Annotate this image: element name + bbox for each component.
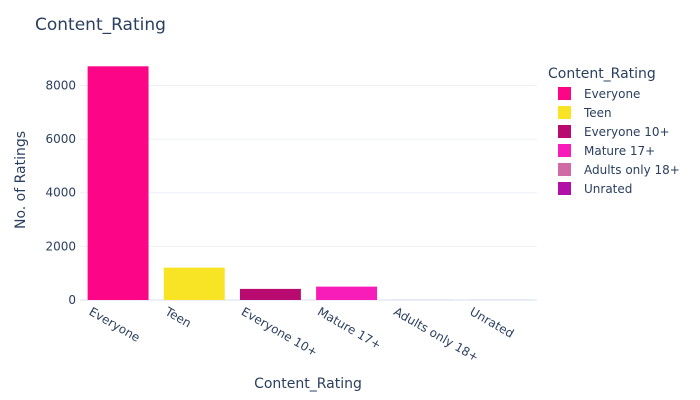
legend-label-adults-only-18-[interactable]: Adults only 18+ xyxy=(584,163,680,177)
legend-label-unrated[interactable]: Unrated xyxy=(584,182,632,196)
x-tick-label-adults-only-18-: Adults only 18+ xyxy=(391,304,481,364)
bars-layer xyxy=(87,66,530,300)
legend-swatch-everyone[interactable] xyxy=(558,87,571,100)
bar-mature-17-[interactable] xyxy=(316,286,378,300)
legend-title: Content_Rating xyxy=(548,66,656,82)
y-tick-label-2000: 2000 xyxy=(45,239,76,253)
legend-label-everyone[interactable]: Everyone xyxy=(584,87,640,101)
y-tick-label-4000: 4000 xyxy=(45,186,76,200)
y-tick-labels: 0 2000 4000 6000 8000 xyxy=(45,78,76,307)
legend-label-mature-17-[interactable]: Mature 17+ xyxy=(584,144,655,158)
y-tick-label-0: 0 xyxy=(68,293,76,307)
x-tick-labels: Everyone Teen Everyone 10+Mature 17+ Adults… xyxy=(87,304,517,365)
legend-label-teen[interactable]: Teen xyxy=(583,106,612,120)
x-axis-title: Content_Rating xyxy=(254,376,362,392)
legend-label-everyone-10-[interactable]: Everyone 10+ xyxy=(584,125,670,139)
chart-title: Content_Rating xyxy=(35,15,166,35)
y-tick-label-8000: 8000 xyxy=(45,78,76,92)
legend-swatch-adults-only-18-[interactable] xyxy=(558,163,571,176)
grid-layer xyxy=(80,84,537,301)
x-tick-label-everyone: Everyone xyxy=(87,304,143,344)
bar-teen[interactable] xyxy=(163,267,225,300)
legend-swatch-everyone-10-[interactable] xyxy=(558,125,571,138)
legend: Everyone Teen Everyone 10+ Mature 17+ Adults… xyxy=(558,87,680,196)
legend-swatch-teen[interactable] xyxy=(558,106,571,119)
x-tick-label-unrated: Unrated xyxy=(467,304,516,340)
x-tick-label-teen: Teen xyxy=(162,304,194,330)
legend-swatch-unrated[interactable] xyxy=(558,182,571,195)
y-axis-title: No. of Ratings xyxy=(13,131,29,229)
bar-everyone[interactable] xyxy=(87,66,149,300)
y-tick-label-6000: 6000 xyxy=(45,132,76,146)
x-tick-label-mature-17-: Mature 17+ xyxy=(315,304,384,352)
legend-swatch-mature-17-[interactable] xyxy=(558,144,571,157)
x-tick-label-everyone-10-: Everyone 10+ xyxy=(239,304,320,359)
bar-everyone-10-[interactable] xyxy=(239,288,301,300)
